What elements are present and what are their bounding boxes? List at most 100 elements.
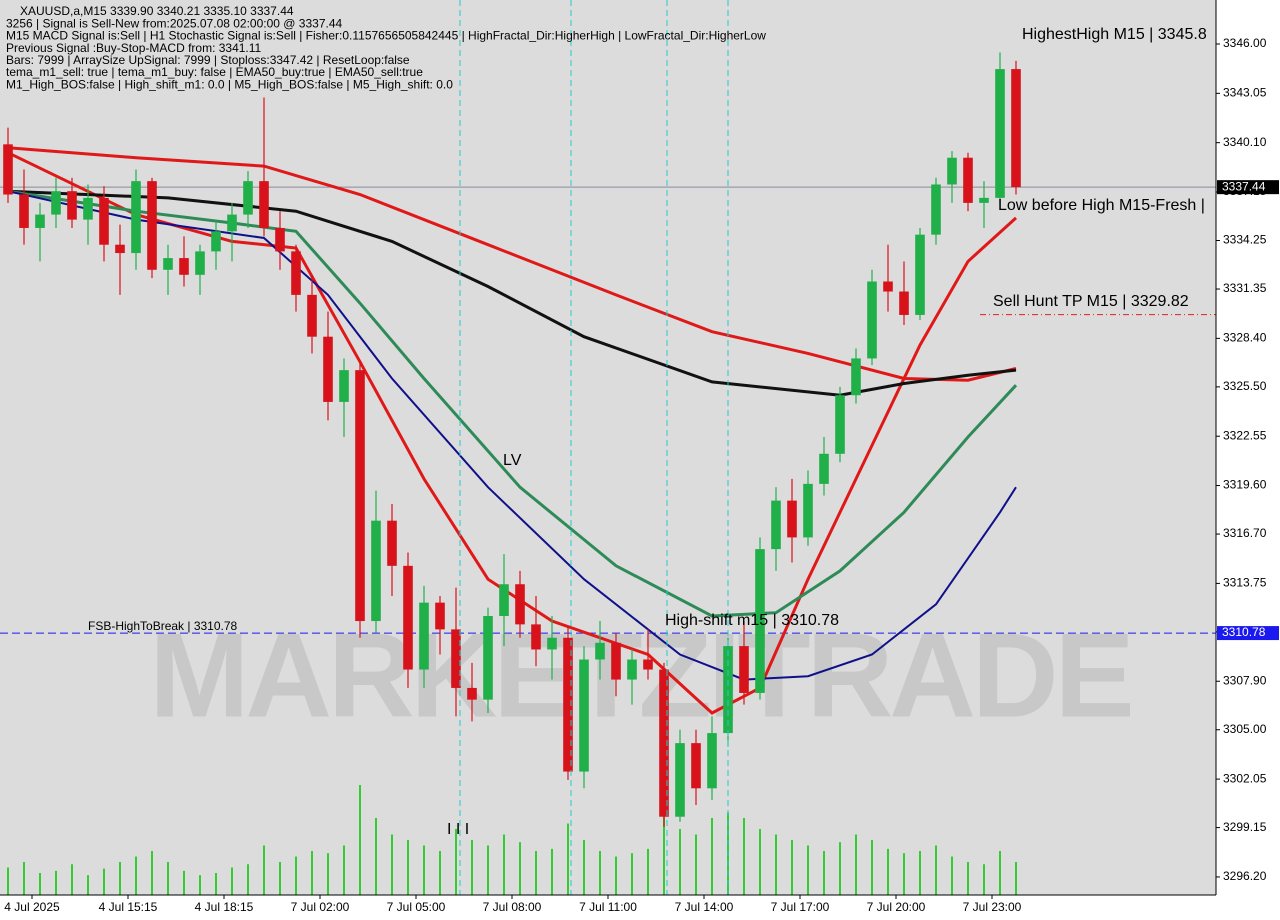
x-tick-label: 7 Jul 05:00	[387, 900, 446, 914]
volume-bar	[903, 853, 905, 895]
volume-bar	[967, 862, 969, 895]
x-tick-label: 7 Jul 14:00	[675, 900, 734, 914]
candle-body	[611, 642, 621, 680]
volume-bar	[663, 807, 665, 895]
volume-bar	[183, 870, 185, 895]
header-line: M1_High_BOS:false | High_shift_m1: 0.0 |…	[6, 77, 453, 91]
candle-body	[835, 395, 845, 454]
candle-body	[563, 637, 573, 772]
candle-body	[323, 336, 333, 402]
candle-body	[419, 602, 429, 670]
candle-body	[3, 144, 13, 195]
annotation: LV	[503, 452, 522, 469]
candle-body	[675, 743, 685, 817]
volume-bar	[951, 856, 953, 895]
volume-bar	[791, 840, 793, 895]
candle-body	[595, 642, 605, 660]
volume-bar	[743, 818, 745, 895]
volume-bar	[423, 845, 425, 895]
candle-body	[291, 251, 301, 295]
volume-bar	[855, 834, 857, 895]
candle-body	[531, 624, 541, 650]
volume-bar	[759, 829, 761, 895]
y-tick-label: 3307.90	[1223, 673, 1267, 687]
candle-body	[307, 294, 317, 337]
volume-bar	[263, 845, 265, 895]
volume-bar	[279, 862, 281, 895]
candle-body	[243, 181, 253, 215]
indicator-line	[7, 190, 1017, 681]
candle-body	[659, 669, 669, 817]
volume-bar	[983, 864, 985, 895]
candle-body	[627, 659, 637, 680]
header-line: 3256 | Signal is Sell-New from:2025.07.0…	[6, 16, 343, 30]
volume-bar	[599, 851, 601, 895]
watermark: MARKETZITRADE	[149, 609, 1130, 743]
candle-body	[739, 646, 749, 693]
indicator-line	[7, 146, 1017, 382]
volume-bar	[999, 851, 1001, 895]
candle-body	[499, 584, 509, 617]
candle-body	[35, 214, 45, 228]
candle-body	[67, 191, 77, 220]
candle-body	[435, 602, 445, 630]
volume-bar	[455, 829, 457, 895]
y-tick-label: 3322.55	[1223, 428, 1267, 442]
candle-body	[723, 646, 733, 734]
header-line: Previous Signal :Buy-Stop-MACD from: 334…	[6, 41, 262, 55]
candle-body	[467, 687, 477, 700]
volume-bar	[135, 856, 137, 895]
candle-body	[787, 500, 797, 538]
volume-bar	[935, 845, 937, 895]
y-tick-label: 3334.25	[1223, 233, 1267, 247]
candle-body	[211, 231, 221, 252]
indicator-line	[7, 189, 1017, 397]
candle-body	[163, 258, 173, 270]
candle-body	[51, 191, 61, 215]
volume-bar	[295, 856, 297, 895]
candle-body	[819, 453, 829, 484]
x-tick-label: 4 Jul 2025	[4, 900, 60, 914]
volume-bar	[391, 834, 393, 895]
volume-bar	[327, 853, 329, 895]
candle-body	[931, 184, 941, 235]
volume-bar	[119, 862, 121, 895]
candle-body	[899, 291, 909, 315]
volume-bar	[375, 818, 377, 895]
volume-bar	[519, 842, 521, 895]
candle-body	[99, 197, 109, 245]
x-tick-label: 4 Jul 15:15	[99, 900, 158, 914]
volume-bar	[471, 840, 473, 895]
y-tick-label: 3296.20	[1223, 869, 1267, 883]
header-line: M15 MACD Signal is:Sell | H1 Stochastic …	[6, 29, 766, 43]
volume-bar	[503, 834, 505, 895]
volume-bar	[807, 845, 809, 895]
candle-body	[403, 565, 413, 670]
annotation: Low before High M15-Fresh |	[998, 197, 1205, 214]
volume-bar	[871, 840, 873, 895]
candle-body	[691, 743, 701, 789]
volume-bar	[679, 829, 681, 895]
annotation: High-shift m15 | 3310.78	[665, 612, 839, 629]
candle-body	[771, 500, 781, 550]
annotation: HighestHigh M15 | 3345.8	[1022, 26, 1207, 43]
candle-body	[979, 197, 989, 203]
candle-body	[259, 181, 269, 228]
header-line: XAUUSD,a,M15 3339.90 3340.21 3335.10 333…	[20, 4, 294, 18]
candle-body	[195, 251, 205, 275]
candle-body	[451, 629, 461, 688]
volume-bar	[839, 842, 841, 895]
annotation: Sell Hunt TP M15 | 3329.82	[993, 293, 1189, 310]
volume-bar	[551, 848, 553, 895]
candle-body	[227, 214, 237, 232]
price-tag-label: 3337.44	[1222, 179, 1266, 193]
volume-bar	[695, 834, 697, 895]
y-tick-label: 3346.00	[1223, 36, 1267, 50]
y-tick-label: 3331.35	[1223, 281, 1267, 295]
volume-bar	[7, 867, 9, 895]
candle-body	[179, 258, 189, 275]
candle-body	[867, 281, 877, 359]
volume-bar	[647, 848, 649, 895]
volume-bar	[71, 864, 73, 895]
